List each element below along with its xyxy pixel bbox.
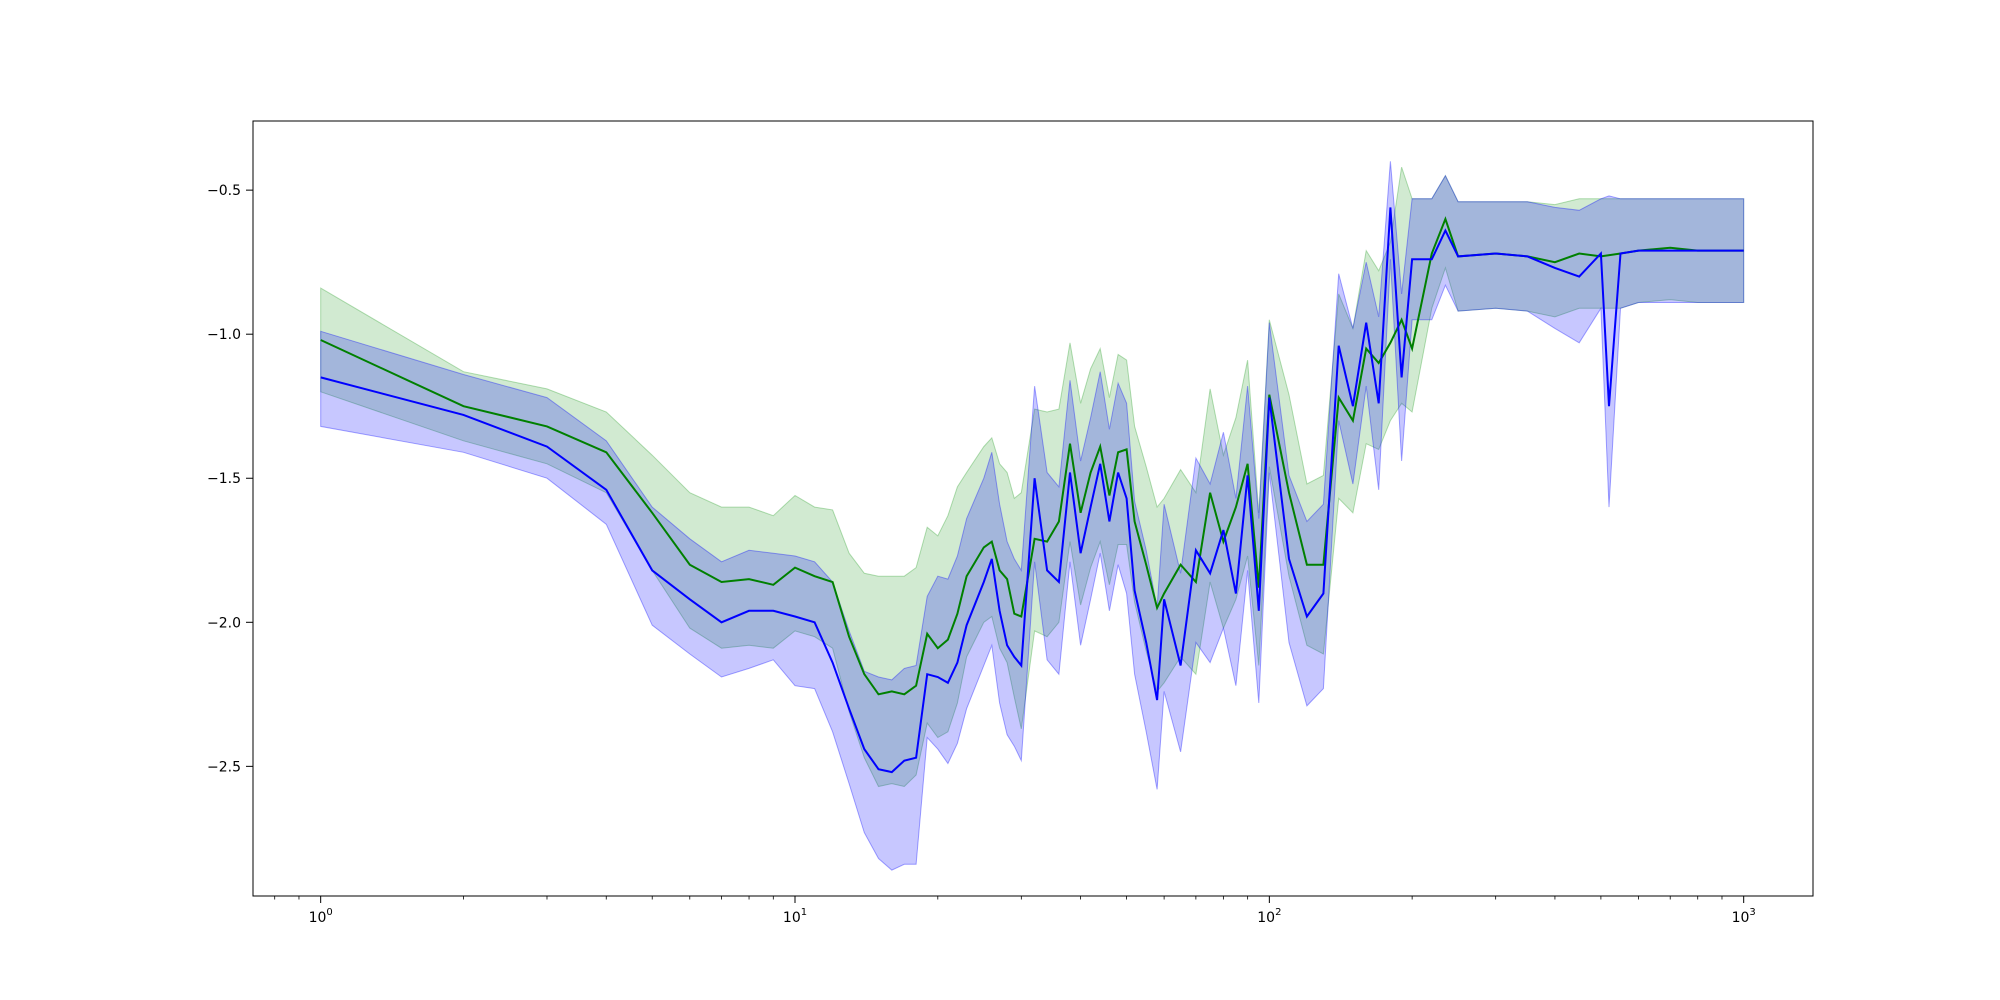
x-tick-label: 102 bbox=[1257, 907, 1281, 926]
y-tick-label: −2.5 bbox=[207, 759, 241, 775]
axes-frame bbox=[252, 120, 1814, 897]
series-1-band bbox=[320, 166, 1745, 788]
y-tick-label: −0.5 bbox=[207, 183, 241, 199]
y-tick-label: −1.0 bbox=[207, 327, 241, 343]
series-1-line bbox=[320, 216, 1744, 696]
series-lines bbox=[320, 207, 1744, 774]
series-2-line bbox=[320, 207, 1744, 774]
x-axis: 100 101 102 103 bbox=[274, 896, 1756, 926]
y-tick-label: −2.0 bbox=[207, 615, 241, 631]
y-axis: −0.5 −1.0 −1.5 −2.0 −2.5 bbox=[207, 183, 253, 775]
x-tick-label: 103 bbox=[1732, 907, 1756, 926]
x-tick-label: 101 bbox=[783, 907, 807, 926]
plot-area bbox=[320, 161, 1745, 871]
y-tick-label: −1.5 bbox=[207, 471, 241, 487]
x-tick-label: 100 bbox=[309, 907, 333, 926]
